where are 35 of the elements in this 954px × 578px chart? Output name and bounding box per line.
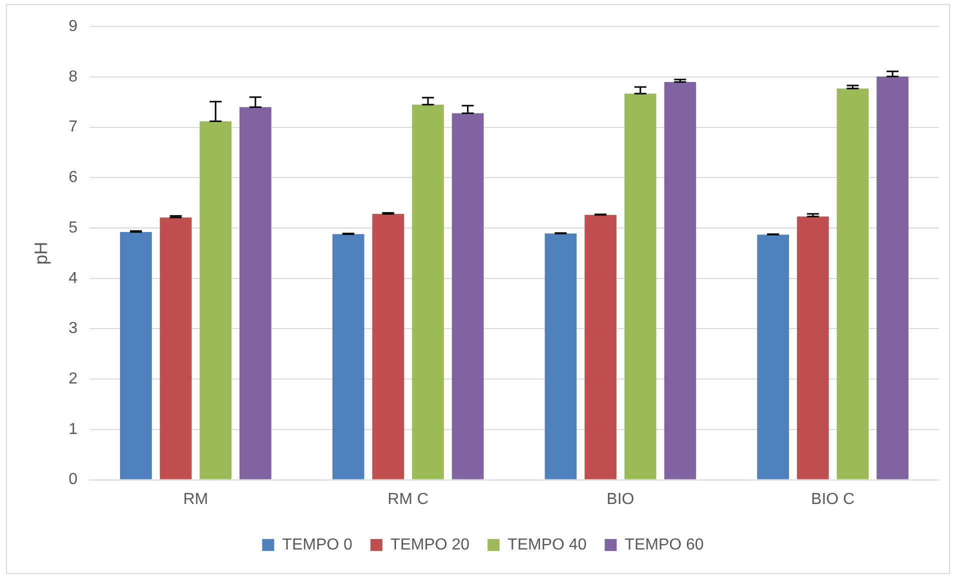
y-tick-label: 6	[68, 169, 78, 186]
y-tick-label: 3	[68, 320, 78, 338]
bar	[120, 232, 152, 480]
y-tick-label: 0	[68, 471, 78, 488]
bar	[836, 88, 869, 480]
bar	[624, 94, 656, 480]
bar	[412, 104, 444, 480]
x-tick-label: RM	[183, 490, 208, 508]
bar	[584, 214, 616, 480]
y-tick-label: 2	[68, 370, 78, 388]
x-tick-label: BIO	[606, 490, 634, 508]
bar	[160, 217, 192, 480]
x-tick-label: RM C	[388, 490, 429, 508]
legend-label: TEMPO 20	[390, 536, 470, 554]
legend-label: TEMPO 0	[282, 536, 353, 554]
legend-label: TEMPO 40	[508, 536, 587, 554]
bar	[664, 82, 696, 480]
y-axis-title: pH	[30, 242, 51, 265]
bar	[544, 234, 577, 480]
bar	[796, 216, 829, 480]
y-tick-label: 8	[68, 68, 78, 86]
y-tick-label: 1	[68, 420, 78, 438]
y-tick-label: 9	[68, 18, 78, 36]
bar	[200, 121, 232, 480]
y-tick-label: 4	[68, 270, 78, 287]
bar	[239, 107, 272, 480]
bar	[876, 76, 908, 480]
legend-label: TEMPO 60	[624, 536, 704, 554]
y-tick-label: 5	[68, 219, 78, 236]
x-tick-label: BIO C	[811, 490, 855, 508]
bar	[757, 234, 790, 480]
bar	[332, 234, 364, 480]
bar	[452, 113, 484, 480]
bar	[372, 214, 404, 480]
y-tick-label: 7	[68, 118, 78, 136]
